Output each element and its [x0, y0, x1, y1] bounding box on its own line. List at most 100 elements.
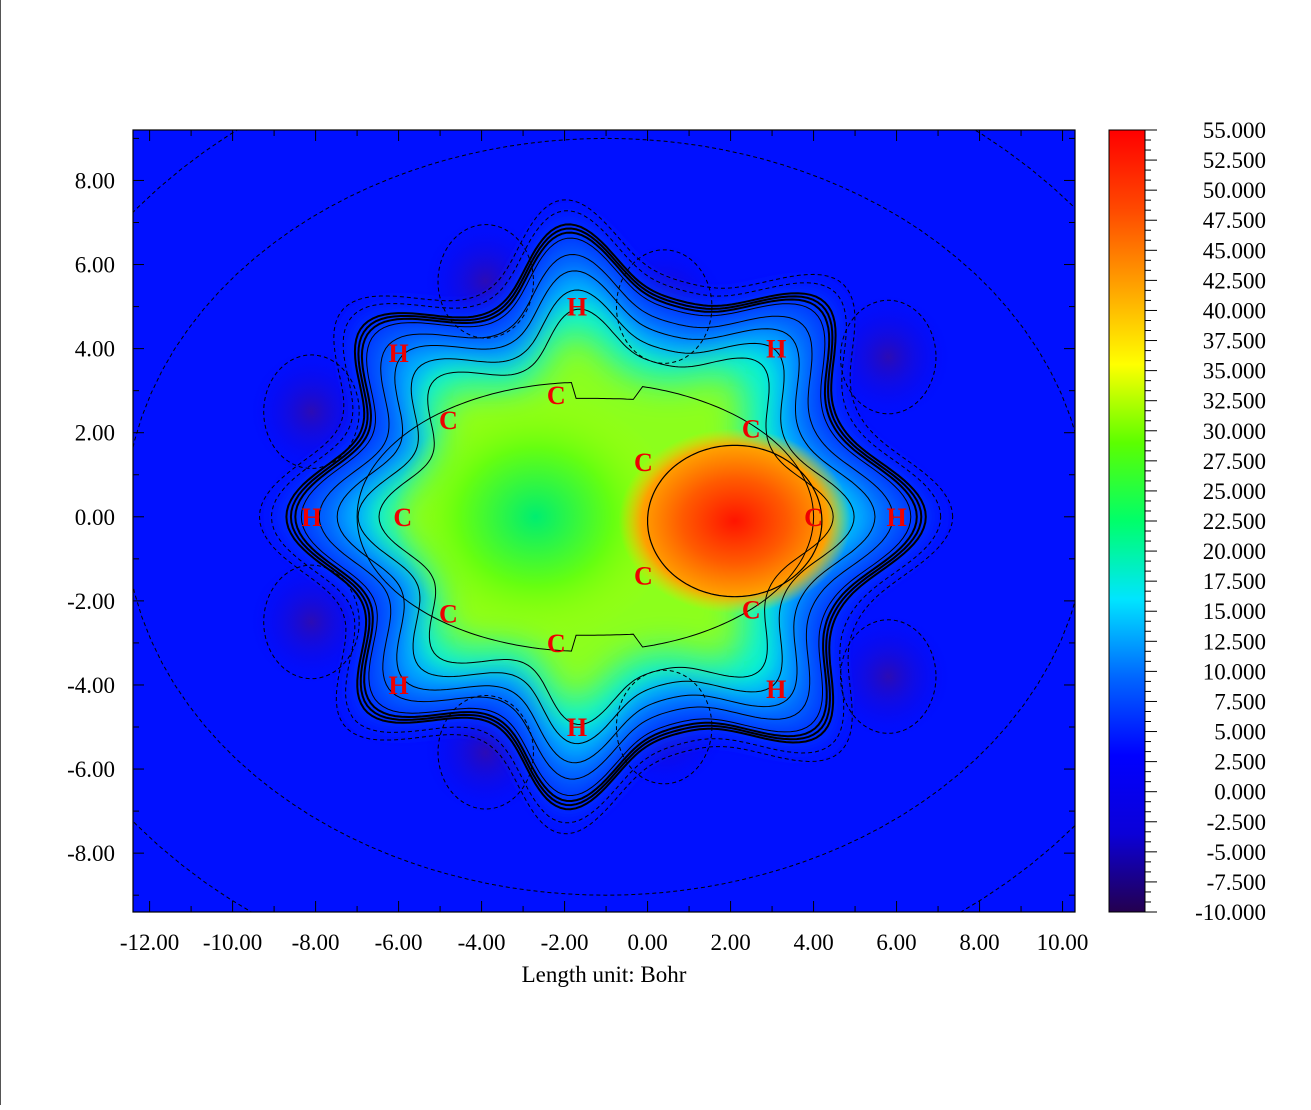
colorbar-tick-label: 37.500 — [1203, 329, 1266, 354]
colorbar-tick-label: 20.000 — [1203, 539, 1266, 564]
colorbar-tick-label: -7.500 — [1207, 870, 1266, 895]
colorbar — [1108, 129, 1146, 913]
colorbar-tick-label: 35.000 — [1203, 359, 1266, 384]
colorbar-tick-label: 0.000 — [1214, 780, 1266, 805]
x-tick-label: -6.00 — [375, 930, 423, 955]
atom-label-h: H — [766, 675, 786, 704]
contour-envelope-dashed — [258, 199, 954, 835]
colorbar-tick-label: 52.500 — [1203, 148, 1266, 173]
colorbar-tick-label: 17.500 — [1203, 569, 1266, 594]
contour-minimum — [437, 694, 534, 810]
atom-label-c: C — [439, 406, 458, 435]
colorbar-tick-label: 2.500 — [1214, 750, 1266, 775]
atom-label-h: H — [886, 503, 906, 532]
colorbar-tick-label: 12.500 — [1203, 629, 1266, 654]
colorbar-tick-label: 50.000 — [1203, 178, 1266, 203]
atom-label-c: C — [634, 562, 653, 591]
contour-envelope-solid — [289, 227, 923, 807]
y-tick-label: 0.00 — [75, 505, 115, 530]
x-tick-label: -12.00 — [120, 930, 179, 955]
colorbar-tick-label: 47.500 — [1203, 208, 1266, 233]
x-tick-label: 4.00 — [793, 930, 833, 955]
x-tick-label: -2.00 — [541, 930, 589, 955]
colorbar-tick-label: 32.500 — [1203, 389, 1266, 414]
colorbar-tick-label: 45.000 — [1203, 238, 1266, 263]
contour-outer-ring — [133, 137, 1075, 896]
y-tick-label: -6.00 — [67, 757, 115, 782]
atom-label-c: C — [804, 503, 823, 532]
colorbar-tick-label: 15.000 — [1203, 599, 1266, 624]
contour-minimum — [437, 224, 534, 339]
atom-label-h: H — [301, 503, 321, 532]
y-tick-label: 6.00 — [75, 253, 115, 278]
x-tick-label: 2.00 — [710, 930, 750, 955]
colorbar-tick-label: 5.000 — [1214, 720, 1266, 745]
y-axis-ticks: 8.00 6.00 4.00 2.00 0.00 -2.00 -4.00 -6.00 -8.00 — [67, 137, 1075, 896]
y-tick-label: -2.00 — [67, 589, 115, 614]
potential-minimum — [249, 558, 374, 685]
potential-minimum — [826, 613, 951, 740]
atom-labels: H H H C C C C H C C H C C C C H H H — [301, 293, 906, 742]
x-axis-ticks: -12.00 -10.00 -8.00 -6.00 -4.00 -2.00 0.00 2.00… — [120, 130, 1089, 955]
x-axis-title: Length unit: Bohr — [522, 962, 687, 987]
left-lobe — [394, 390, 677, 643]
atom-label-h: H — [766, 335, 786, 364]
colorbar-ticks: 55.000 52.500 50.000 47.500 45.000 42.500 40.0… — [1145, 118, 1266, 925]
colorbar-tick-label: -10.000 — [1195, 900, 1266, 925]
potential-minimum — [249, 348, 374, 475]
contour-envelope-solid — [378, 308, 834, 726]
x-tick-label: 8.00 — [959, 930, 999, 955]
x-tick-label: -4.00 — [458, 930, 506, 955]
contour-envelope-solid — [318, 253, 894, 780]
contour-minimum — [615, 669, 713, 785]
atom-label-c: C — [393, 503, 412, 532]
colorbar-tick-label: 22.500 — [1203, 509, 1266, 534]
x-tick-label: -10.00 — [203, 930, 262, 955]
contour-envelope-solid — [300, 237, 912, 797]
colorbar-tick-label: 55.000 — [1203, 118, 1266, 143]
potential-field — [133, 130, 1075, 912]
x-tick-label: 6.00 — [876, 930, 916, 955]
y-tick-label: 8.00 — [75, 168, 115, 193]
colorbar-tick-label: -2.500 — [1207, 810, 1266, 835]
atom-label-c: C — [634, 448, 653, 477]
contour-maximum — [647, 444, 823, 598]
potential-minimum — [826, 293, 951, 421]
contour-envelope-dashed — [270, 210, 942, 824]
colorbar-tick-label: 27.500 — [1203, 449, 1266, 474]
contour-envelope-solid — [336, 270, 876, 764]
contour-envelope-solid — [357, 289, 855, 745]
contour-envelope-solid — [285, 223, 927, 811]
contour-lines — [133, 130, 1075, 912]
atom-label-h: H — [567, 293, 587, 322]
plot-frame — [132, 129, 1076, 913]
colorbar-tick-label: 7.500 — [1214, 689, 1266, 714]
contour-minimum — [263, 354, 360, 469]
atom-label-c: C — [547, 629, 566, 658]
atom-label-c: C — [742, 415, 761, 444]
atom-label-c: C — [547, 381, 566, 410]
contour-minimum — [263, 564, 360, 680]
contour-envelope-solid — [294, 231, 918, 803]
atom-label-c: C — [742, 595, 761, 624]
colorbar-tick-label: 30.000 — [1203, 419, 1266, 444]
y-tick-label: -4.00 — [67, 673, 115, 698]
contour-inner-peanut — [356, 381, 815, 652]
atom-label-c: C — [439, 599, 458, 628]
colorbar-tick-label: 10.000 — [1203, 659, 1266, 684]
x-tick-label: 10.00 — [1037, 930, 1089, 955]
x-tick-label: -8.00 — [292, 930, 340, 955]
y-tick-label: -8.00 — [67, 841, 115, 866]
left-border — [0, 0, 1, 1105]
atom-label-h: H — [388, 339, 408, 368]
colorbar-tick-label: 42.500 — [1203, 268, 1266, 293]
contour-minimum — [840, 619, 937, 734]
atom-label-h: H — [567, 713, 587, 742]
atom-label-h: H — [388, 671, 408, 700]
colorbar-tick-label: 40.000 — [1203, 298, 1266, 323]
right-lobe — [618, 428, 851, 614]
y-tick-label: 2.00 — [75, 421, 115, 446]
x-tick-label: 0.00 — [627, 930, 667, 955]
colorbar-tick-label: -5.000 — [1207, 840, 1266, 865]
